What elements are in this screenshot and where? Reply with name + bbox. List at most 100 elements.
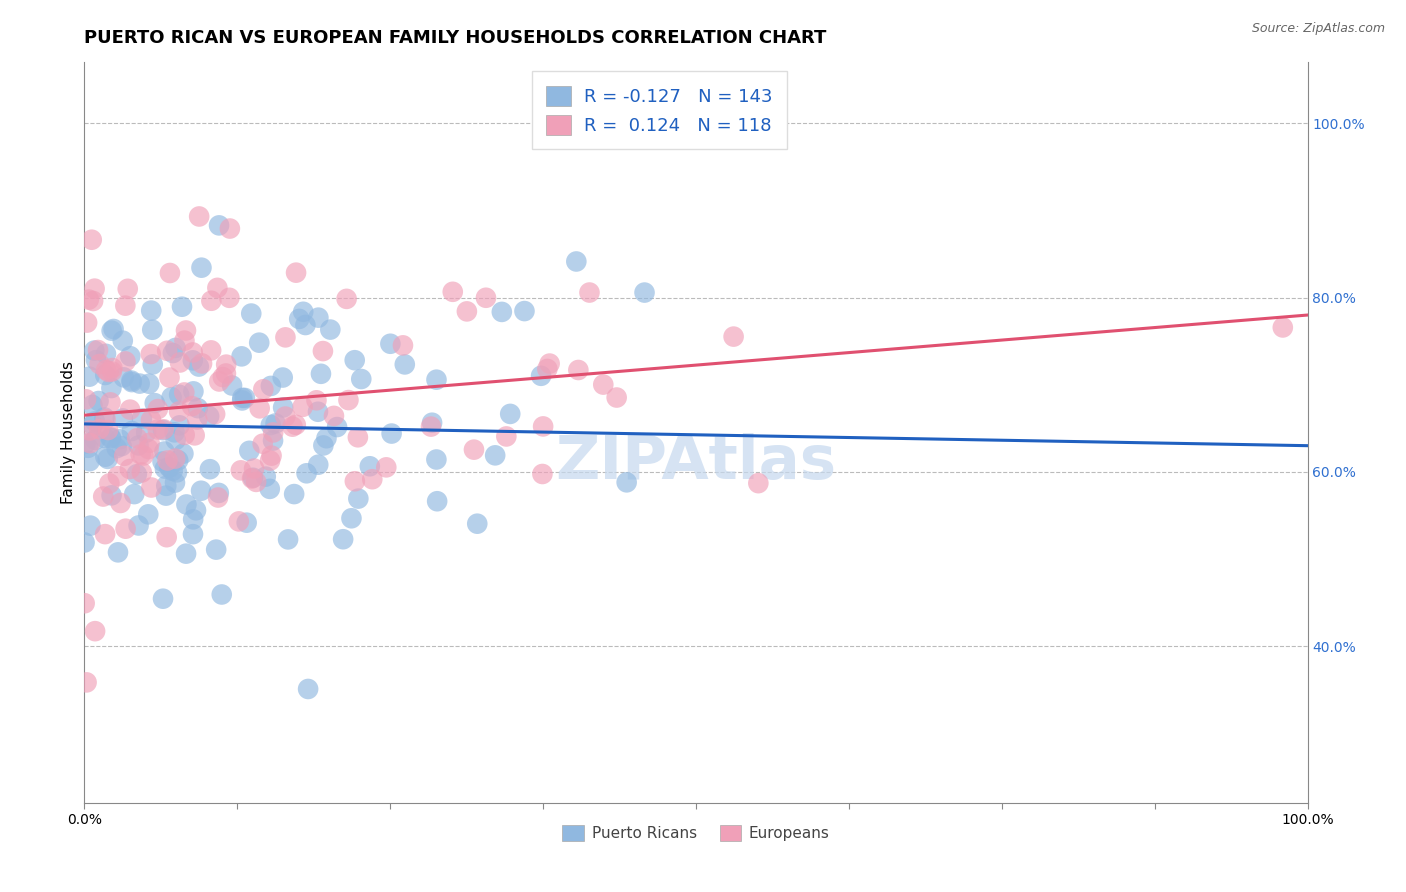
Point <box>76 316 98 330</box>
Point <box>114 522 136 536</box>
Point <box>176 498 198 512</box>
Point <box>174 324 197 338</box>
Point <box>207 491 229 505</box>
Point <box>375 460 398 475</box>
Point <box>277 533 299 547</box>
Point <box>323 409 346 423</box>
Point <box>84 624 107 639</box>
Point <box>274 330 297 344</box>
Point <box>162 464 184 478</box>
Point <box>97 423 120 437</box>
Point <box>307 405 329 419</box>
Point <box>183 428 205 442</box>
Point <box>75 392 97 407</box>
Point <box>173 334 195 348</box>
Point <box>167 388 190 402</box>
Point <box>229 463 252 477</box>
Point <box>183 384 205 399</box>
Point <box>112 449 135 463</box>
Point <box>271 401 294 415</box>
Point <box>425 452 447 467</box>
Point <box>112 370 135 384</box>
Point <box>288 312 311 326</box>
Point <box>247 335 270 350</box>
Point <box>135 425 157 440</box>
Point <box>94 412 117 426</box>
Point <box>167 453 190 467</box>
Point <box>567 363 589 377</box>
Point <box>252 436 274 450</box>
Point <box>125 467 148 482</box>
Point <box>80 233 103 247</box>
Point <box>212 370 235 384</box>
Point <box>262 434 284 448</box>
Point <box>633 285 655 300</box>
Text: PUERTO RICAN VS EUROPEAN FAMILY HOUSEHOLDS CORRELATION CHART: PUERTO RICAN VS EUROPEAN FAMILY HOUSEHOL… <box>84 29 827 47</box>
Point <box>312 438 335 452</box>
Point <box>131 411 153 425</box>
Point <box>463 442 485 457</box>
Point <box>380 336 402 351</box>
Point <box>94 347 117 361</box>
Point <box>347 491 370 506</box>
Point <box>83 343 105 358</box>
Point <box>100 381 122 395</box>
Point <box>243 461 266 475</box>
Point <box>350 372 373 386</box>
Point <box>578 285 600 300</box>
Point <box>260 449 283 463</box>
Point <box>188 210 211 224</box>
Point <box>131 466 153 480</box>
Point <box>211 587 233 601</box>
Point <box>565 254 588 268</box>
Point <box>111 334 134 348</box>
Point <box>186 412 208 426</box>
Point <box>141 481 163 495</box>
Point <box>260 379 283 393</box>
Point <box>79 436 101 450</box>
Point <box>73 596 96 610</box>
Point <box>110 496 132 510</box>
Point <box>336 292 359 306</box>
Point <box>208 219 231 233</box>
Point <box>441 285 464 299</box>
Point <box>108 432 131 446</box>
Point <box>285 266 308 280</box>
Point <box>117 282 139 296</box>
Point <box>94 450 117 464</box>
Point <box>83 414 105 428</box>
Point <box>128 376 150 391</box>
Point <box>332 533 354 547</box>
Point <box>101 364 124 378</box>
Point <box>87 343 110 357</box>
Point <box>159 266 181 280</box>
Point <box>73 535 96 549</box>
Point <box>173 385 195 400</box>
Point <box>198 409 221 424</box>
Point <box>260 417 283 432</box>
Point <box>98 476 121 491</box>
Point <box>294 318 316 332</box>
Point <box>94 431 117 445</box>
Point <box>228 515 250 529</box>
Point <box>484 448 506 462</box>
Point <box>94 527 117 541</box>
Point <box>100 430 122 444</box>
Point <box>100 324 122 338</box>
Point <box>425 373 447 387</box>
Point <box>204 407 226 421</box>
Point <box>94 368 117 382</box>
Point <box>129 447 152 461</box>
Point <box>208 486 231 500</box>
Point <box>172 447 194 461</box>
Point <box>190 483 212 498</box>
Point <box>295 467 318 481</box>
Point <box>100 395 122 409</box>
Point <box>165 341 187 355</box>
Point <box>75 436 97 450</box>
Point <box>530 368 553 383</box>
Point <box>271 370 294 384</box>
Point <box>291 400 314 414</box>
Point <box>309 367 332 381</box>
Point <box>118 462 141 476</box>
